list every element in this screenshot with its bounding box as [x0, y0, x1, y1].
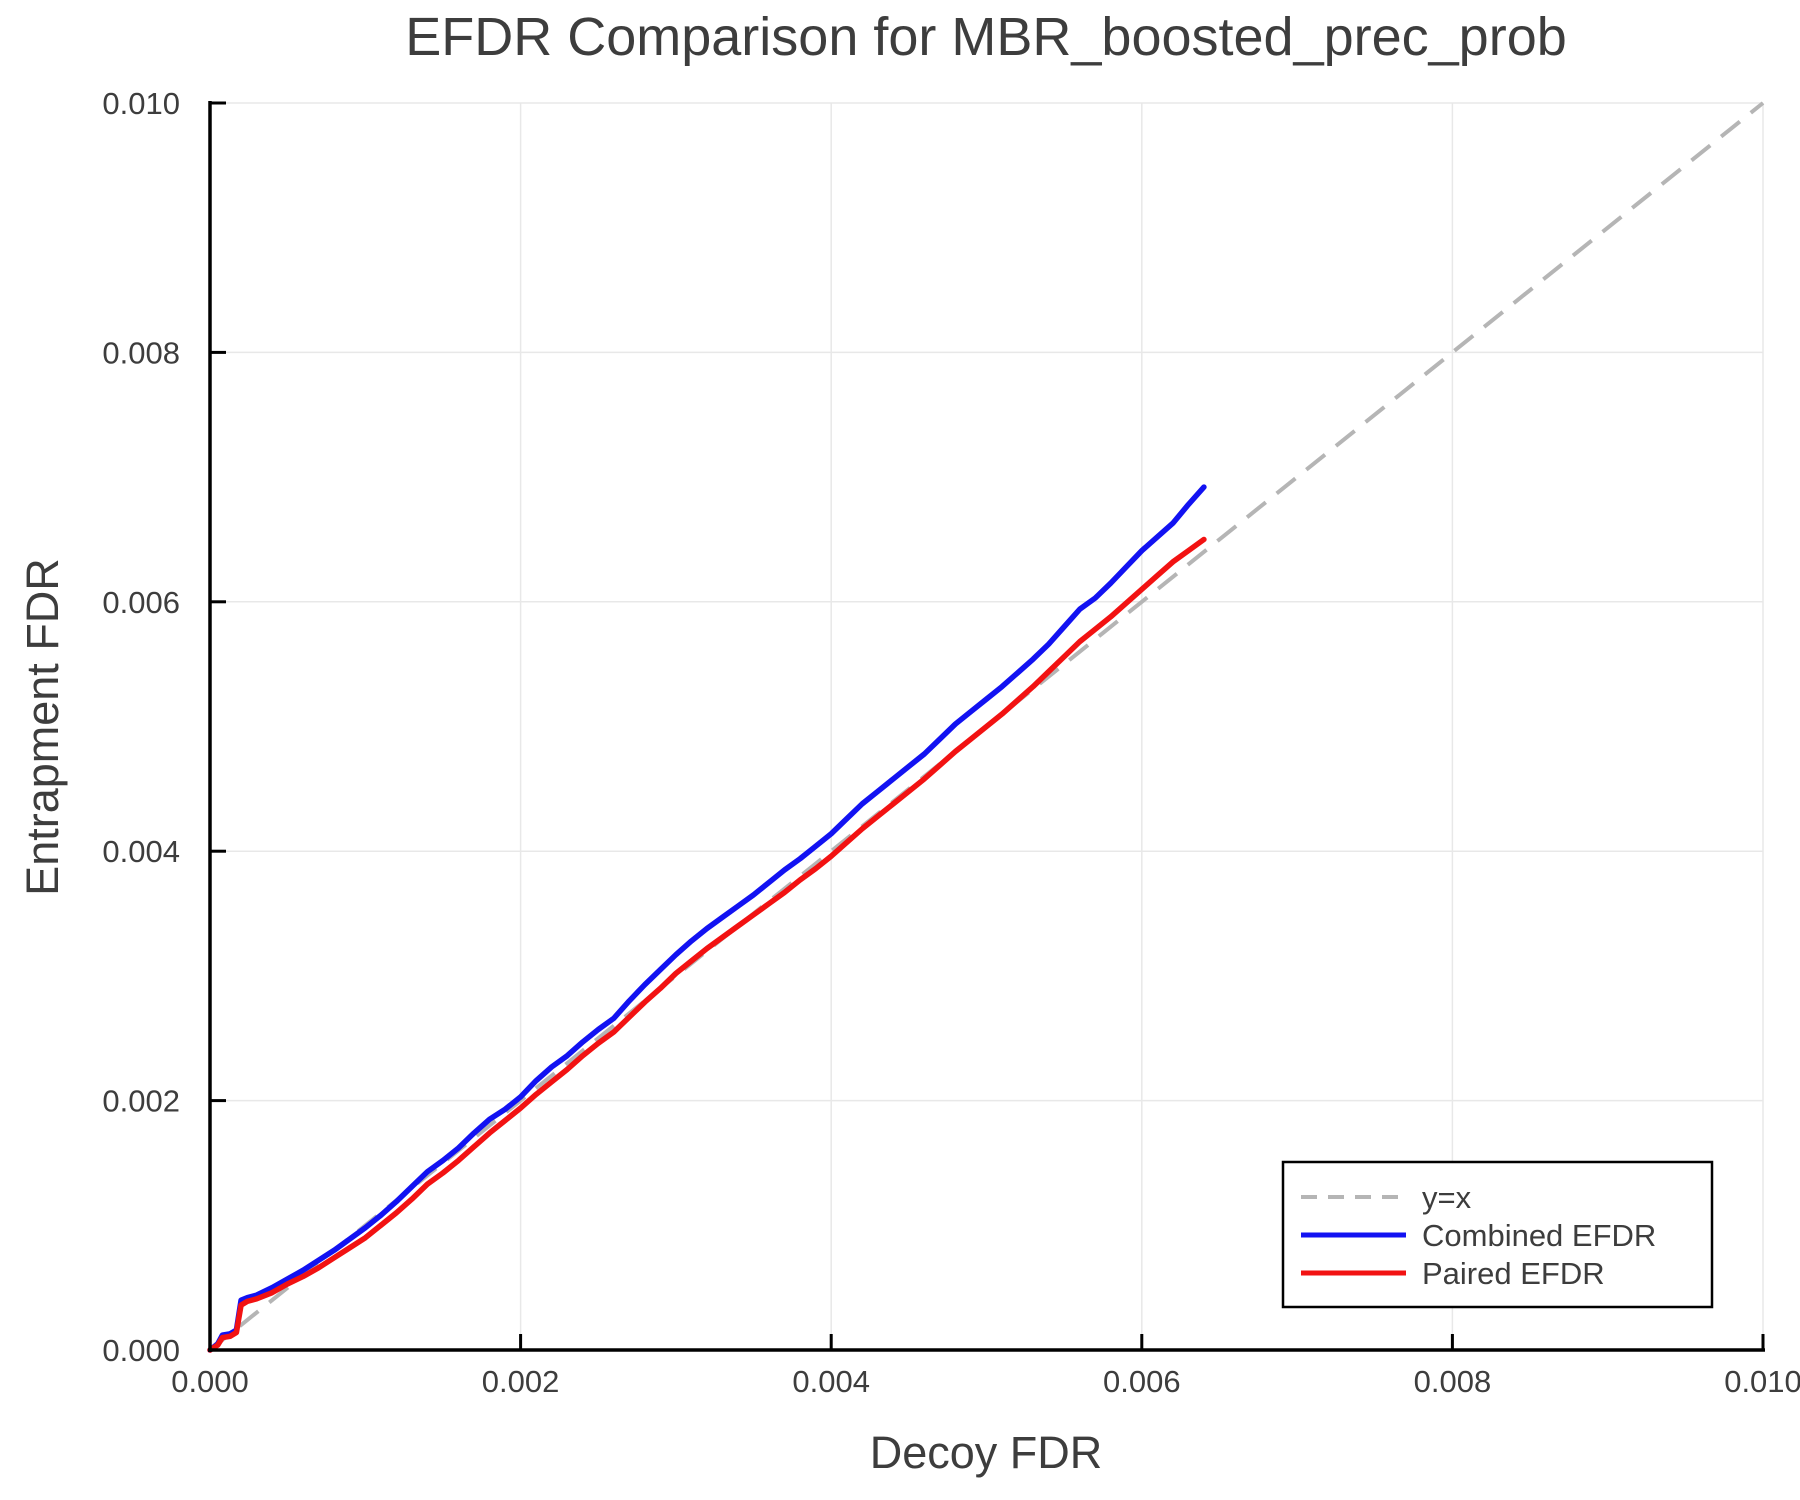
- chart-title: EFDR Comparison for MBR_boosted_prec_pro…: [405, 7, 1567, 67]
- x-tick-label: 0.004: [792, 1364, 870, 1399]
- y-tick-label: 0.010: [102, 86, 180, 121]
- x-tick-label: 0.002: [482, 1364, 560, 1399]
- series-layer: [207, 484, 1207, 1353]
- legend-combined-label: Combined EFDR: [1422, 1218, 1656, 1253]
- y-axis-label: Entrapment FDR: [17, 558, 68, 896]
- gridlines: [210, 102, 1764, 1350]
- x-tick-label: 0.008: [1414, 1364, 1492, 1399]
- y-tick-label: 0.006: [102, 585, 180, 620]
- combined-efdr-line: [207, 484, 1207, 1353]
- y-tick-label: 0.002: [102, 1084, 180, 1119]
- legend-yx-label: y=x: [1422, 1180, 1472, 1215]
- legend-entry-paired: Paired EFDR: [1301, 1256, 1605, 1291]
- x-tick-label: 0.006: [1103, 1364, 1181, 1399]
- legend-paired-label: Paired EFDR: [1422, 1256, 1605, 1291]
- x-tick-label: 0.010: [1724, 1364, 1800, 1399]
- tick-labels: 0.000 0.002 0.004 0.006 0.008 0.010 0.000 0.002…: [102, 86, 1800, 1399]
- y-tick-label: 0.004: [102, 834, 180, 869]
- tick-marks: [208, 101, 1765, 1352]
- x-tick-label: 0.000: [171, 1364, 249, 1399]
- x-axis-label: Decoy FDR: [870, 1427, 1103, 1478]
- legend-entry-yx: y=x: [1301, 1180, 1472, 1215]
- legend: y=x Combined EFDR Paired EFDR: [1281, 1160, 1714, 1309]
- legend-entry-combined: Combined EFDR: [1301, 1218, 1656, 1253]
- y-tick-label: 0.008: [102, 335, 180, 370]
- axes-spines: [208, 101, 1765, 1352]
- paired-efdr-line: [207, 536, 1207, 1353]
- y-tick-label: 0.000: [102, 1333, 180, 1368]
